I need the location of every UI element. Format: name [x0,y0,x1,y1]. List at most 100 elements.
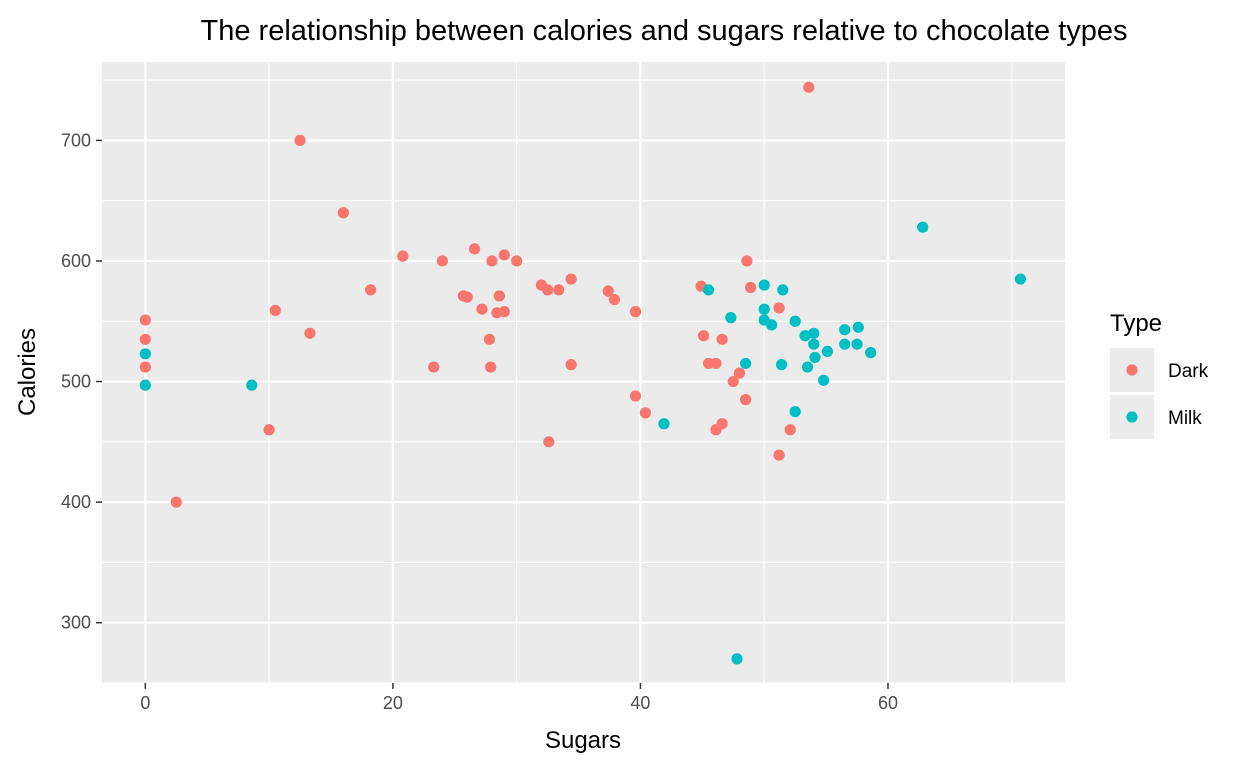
point-dark [745,281,757,294]
point-milk [808,327,820,339]
point-dark [428,361,440,373]
point-dark [803,81,815,93]
point-milk [775,359,788,371]
chart-title: The relationship between calories and su… [201,15,1128,47]
point-dark [697,330,710,342]
y-tick-label: 700 [61,130,91,150]
point-dark [511,255,523,267]
point-dark [483,333,496,345]
point-milk [1014,273,1027,285]
point-milk [809,351,821,364]
point-dark [553,284,565,296]
point-milk [801,361,814,373]
point-milk [246,379,258,391]
point-dark [740,394,752,406]
legend-marker-milk [1126,411,1138,423]
point-milk [851,338,863,350]
point-dark [565,273,577,285]
point-dark [493,290,505,302]
x-axis-title: Sugars [545,727,621,754]
x-tick-label: 20 [383,693,403,713]
point-dark [629,306,642,318]
point-dark [269,304,281,316]
point-dark [476,303,488,315]
point-dark [639,407,651,419]
point-milk [818,374,830,386]
point-dark [486,255,498,267]
point-dark [710,357,722,370]
point-dark [565,359,577,371]
point-dark [773,449,785,461]
point-dark [741,255,753,267]
y-axis-title: Calories [14,328,41,416]
point-milk [740,357,752,370]
y-tick-label: 500 [61,372,91,392]
legend-title: Type [1110,310,1162,337]
point-milk [777,284,789,296]
point-dark [461,291,473,303]
point-milk [808,338,820,350]
point-dark [543,436,555,448]
x-axis: 0 20 40 60 [140,683,898,713]
point-milk [799,330,811,342]
point-dark [397,250,409,262]
point-dark [139,361,151,373]
point-dark [727,375,739,388]
point-dark [139,333,151,345]
point-milk [789,406,801,418]
point-dark [773,302,785,314]
x-tick-label: 0 [140,693,150,713]
point-dark [294,134,306,146]
x-tick-label: 40 [630,693,650,713]
y-tick-label: 400 [61,492,91,512]
point-dark [436,255,448,267]
point-milk [766,319,778,331]
point-dark [716,333,728,345]
y-tick-label: 300 [61,613,91,633]
point-milk [839,324,851,336]
point-milk [731,653,743,665]
plot-panel [102,62,1065,683]
point-milk [702,284,715,296]
point-dark [170,496,182,508]
point-milk [789,315,801,327]
point-milk [139,348,151,360]
point-milk [852,321,864,333]
point-milk [865,347,877,359]
point-dark [365,284,377,296]
point-dark [498,306,510,318]
y-tick-label: 600 [61,251,91,271]
point-milk [839,338,851,350]
legend: Type Dark Milk [1110,310,1209,439]
point-dark [263,424,275,436]
point-dark [542,284,554,296]
minor-gridlines [102,62,1065,684]
point-dark [337,207,349,219]
point-milk [758,279,770,291]
point-dark [784,424,796,436]
point-milk [725,312,737,324]
point-milk [758,303,770,315]
y-axis: 300 400 500 600 700 [61,130,102,633]
point-dark [629,390,642,402]
legend-label-milk: Milk [1168,408,1202,429]
point-milk [658,418,670,430]
major-gridlines [102,62,1065,683]
legend-marker-dark [1126,364,1138,376]
point-dark [733,367,746,379]
point-milk [821,345,833,357]
legend-items: Dark Milk [1110,348,1209,439]
point-dark [716,418,728,430]
legend-label-dark: Dark [1168,361,1209,382]
point-dark [608,293,621,306]
point-dark [139,314,151,326]
point-milk [139,379,151,391]
point-dark [485,361,497,373]
point-milk [917,221,929,233]
data-points [139,81,1027,665]
point-dark [602,285,614,297]
point-dark [468,243,481,255]
point-dark [304,327,316,339]
point-dark [498,249,510,261]
